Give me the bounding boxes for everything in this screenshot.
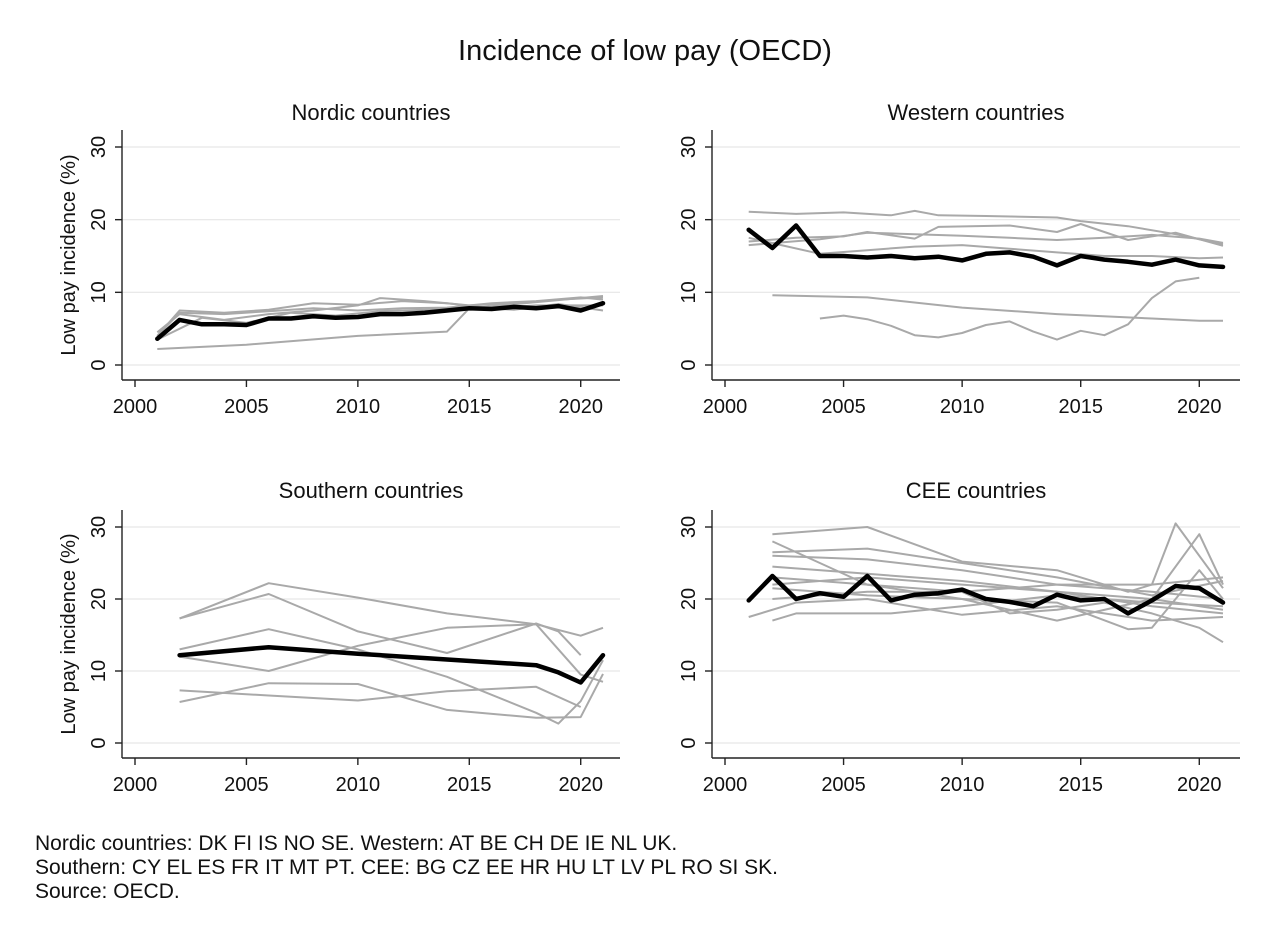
y-tick-label: 20 xyxy=(678,588,700,610)
country-series-line xyxy=(772,565,1224,611)
x-tick-label: 2020 xyxy=(558,774,603,796)
country-series-line xyxy=(748,231,1224,247)
average-series-line xyxy=(155,300,606,342)
y-tick-label: 20 xyxy=(678,209,700,231)
country-series-line xyxy=(179,685,582,708)
x-tick-label: 2010 xyxy=(336,396,381,418)
x-tick-label: 2015 xyxy=(447,774,492,796)
y-tick-label: 20 xyxy=(88,588,110,610)
x-tick-label: 2000 xyxy=(703,774,748,796)
x-tick-label: 2000 xyxy=(113,774,158,796)
y-tick-label: 30 xyxy=(88,136,110,158)
panel-1: Western countries 0 10 20 30 2000 2005 2010 2015… xyxy=(678,100,1240,418)
x-tick-label: 2010 xyxy=(940,396,985,418)
y-tick-label: 30 xyxy=(678,136,700,158)
x-tick-label: 2015 xyxy=(1058,774,1103,796)
average-series-line xyxy=(177,644,606,685)
country-series-line xyxy=(748,598,1224,622)
country-series-line xyxy=(179,593,582,656)
x-tick-label: 2000 xyxy=(113,396,158,418)
country-series-line xyxy=(179,623,604,683)
panel-title: Nordic countries xyxy=(292,100,451,125)
x-tick-label: 2015 xyxy=(1058,396,1103,418)
y-tick-label: 0 xyxy=(88,359,110,370)
country-series-line xyxy=(179,628,604,725)
panel-0: Nordic countries 0 10 20 30 2000 2005 2010 2015 2… xyxy=(58,100,620,418)
figure: Incidence of low pay (OECD) Nordic count… xyxy=(58,35,1240,796)
y-tick-label: 0 xyxy=(678,359,700,370)
panel-3: CEE countries 0 10 20 30 2000 2005 2010 2015 2020 xyxy=(678,478,1240,796)
country-series-line xyxy=(772,576,1224,600)
x-tick-label: 2005 xyxy=(224,774,269,796)
x-tick-label: 2020 xyxy=(1177,396,1222,418)
figure-notes: Nordic countries: DK FI IS NO SE. Wester… xyxy=(35,832,778,904)
x-tick-label: 2020 xyxy=(1177,774,1222,796)
country-series-line xyxy=(156,296,604,337)
country-series-line xyxy=(772,294,1223,322)
y-tick-label: 10 xyxy=(678,281,700,303)
x-tick-label: 2010 xyxy=(336,774,381,796)
panel-title: Southern countries xyxy=(279,478,464,503)
y-tick-label: 10 xyxy=(88,281,110,303)
x-tick-label: 2005 xyxy=(224,396,269,418)
country-series-line xyxy=(179,582,604,637)
note-line: Southern: CY EL ES FR IT MT PT. CEE: BG … xyxy=(35,856,779,879)
x-tick-label: 2020 xyxy=(558,396,603,418)
y-axis-title: Low pay incidence (%) xyxy=(58,154,80,355)
x-tick-label: 2000 xyxy=(703,396,748,418)
country-series-line xyxy=(748,209,1224,246)
average-series-line xyxy=(746,223,1226,270)
average-series-line xyxy=(746,573,1226,616)
y-tick-label: 0 xyxy=(678,737,700,748)
panel-title: Western countries xyxy=(888,100,1065,125)
country-series-line xyxy=(772,522,1224,593)
x-tick-label: 2015 xyxy=(447,396,492,418)
y-tick-label: 10 xyxy=(678,660,700,682)
note-line: Source: OECD. xyxy=(35,880,180,903)
y-tick-label: 10 xyxy=(88,660,110,682)
y-tick-label: 20 xyxy=(88,209,110,231)
x-tick-label: 2005 xyxy=(821,396,866,418)
y-tick-label: 30 xyxy=(678,516,700,538)
country-series-line xyxy=(748,236,1224,260)
y-tick-label: 0 xyxy=(88,737,110,748)
x-tick-label: 2010 xyxy=(940,774,985,796)
country-series-line xyxy=(157,295,604,350)
y-axis-title: Low pay incidence (%) xyxy=(58,533,80,734)
country-series-line xyxy=(819,276,1200,341)
note-line: Nordic countries: DK FI IS NO SE. Wester… xyxy=(35,832,678,855)
country-series-line xyxy=(772,576,1224,644)
y-tick-label: 30 xyxy=(88,516,110,538)
figure-title: Incidence of low pay (OECD) xyxy=(458,35,832,67)
panel-title: CEE countries xyxy=(906,478,1047,503)
panel-2: Southern countries 0 10 20 30 2000 2005 2010 201… xyxy=(58,478,620,796)
country-series-line xyxy=(179,673,604,719)
x-tick-label: 2005 xyxy=(821,774,866,796)
